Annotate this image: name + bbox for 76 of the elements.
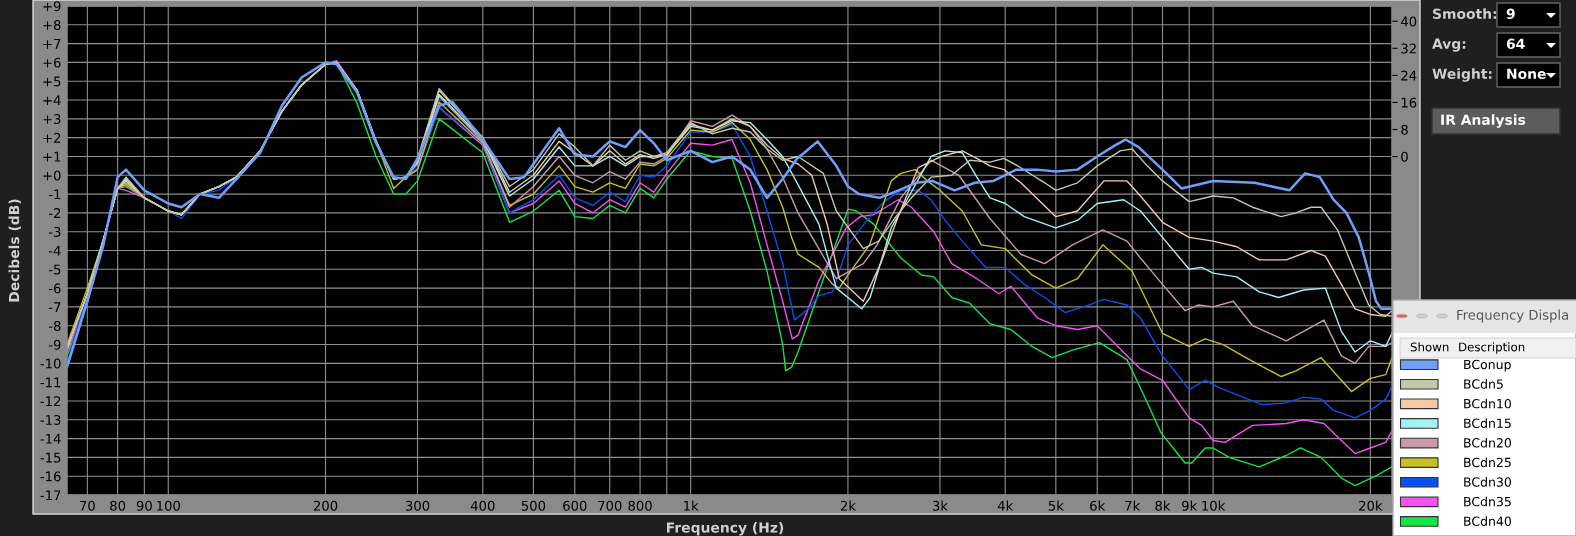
y-tick-label: -6 <box>48 283 61 294</box>
x-tick-label: 70 <box>80 500 95 511</box>
legend-label: BCdn25 <box>1464 457 1511 468</box>
x-tick-label: 600 <box>563 500 587 511</box>
x-tick-label: 2k <box>840 500 856 511</box>
text: 9 <box>1506 8 1515 20</box>
x-tick-label: 8k <box>1155 500 1171 511</box>
y-tick-label: -15 <box>40 452 61 463</box>
y-tick-label: -11 <box>40 377 61 388</box>
text: Smooth: <box>1433 8 1497 20</box>
x-tick-label: 7k <box>1125 500 1141 511</box>
y-tick-label: -13 <box>40 414 61 425</box>
y-tick-label: +9 <box>43 1 61 12</box>
text: Avg: <box>1432 38 1466 52</box>
legend-label: BConup <box>1464 359 1511 372</box>
y-tick-label: +4 <box>43 95 61 106</box>
y2-tick-label: 0 <box>1401 151 1408 162</box>
x-tick-label: 1k <box>684 500 699 511</box>
y-tick-label: +0 <box>43 170 61 181</box>
x-tick-label: 400 <box>470 500 495 511</box>
y-tick-label: -1 <box>48 189 61 200</box>
text: IR Analysis <box>1441 114 1526 128</box>
y-tick-label: +8 <box>43 20 61 31</box>
y-tick-label: +6 <box>43 57 61 68</box>
y-tick-label: -2 <box>48 208 61 218</box>
y-tick-label: -8 <box>48 320 61 331</box>
y2-tick-label: 8 <box>1401 124 1408 135</box>
legend-label: BCdn40 <box>1464 516 1512 526</box>
y-tick-label: -9 <box>48 339 61 350</box>
y-tick-label: -4 <box>48 245 61 256</box>
text: Weight: <box>1432 68 1492 82</box>
y-axis-title: Decibels (dB) <box>8 199 21 302</box>
legend-title: Frequency Displa <box>1457 309 1568 323</box>
x-axis-title: Frequency (Hz) <box>667 522 784 536</box>
text: 64 <box>1506 38 1525 50</box>
x-tick-label: 800 <box>628 500 652 511</box>
y-tick-label: -5 <box>48 264 61 275</box>
text: None <box>1507 68 1546 80</box>
x-tick-label: 9k <box>1182 500 1198 511</box>
y-tick-label: +1 <box>43 151 61 162</box>
legend-label: BCdn30 <box>1464 477 1512 487</box>
legend-label: BCdn10 <box>1464 398 1512 409</box>
y-tick-label: +2 <box>43 132 61 143</box>
y-tick-label: -7 <box>48 302 61 312</box>
y-tick-label: -10 <box>40 358 61 369</box>
y-tick-label: -16 <box>40 471 61 482</box>
y2-tick-label: 32 <box>1401 43 1416 54</box>
x-tick-label: 500 <box>521 500 546 511</box>
x-tick-label: 10k <box>1202 500 1226 511</box>
legend-label: BCdn20 <box>1464 437 1512 448</box>
legend-label: BCdn5 <box>1464 379 1503 389</box>
x-tick-label: 4k <box>997 500 1014 511</box>
text: Description <box>1459 342 1525 354</box>
legend-label: BCdn15 <box>1464 418 1511 428</box>
x-tick-label: 100 <box>157 500 180 511</box>
x-tick-label: 5k <box>1048 500 1064 511</box>
y-tick-label: -3 <box>48 226 61 237</box>
x-tick-label: 200 <box>313 500 338 511</box>
y-tick-label: +7 <box>43 39 61 49</box>
y-tick-label: +5 <box>43 76 61 87</box>
x-tick-label: 300 <box>405 500 430 511</box>
x-tick-label: 80 <box>110 500 126 511</box>
text: Shown <box>1410 342 1449 352</box>
x-tick-label: 90 <box>136 500 152 511</box>
y-tick-label: -17 <box>40 490 61 501</box>
x-tick-label: 3k <box>932 500 948 511</box>
y-tick-label: +3 <box>43 114 61 125</box>
y-tick-label: -12 <box>40 396 61 406</box>
x-tick-label: 6k <box>1090 500 1106 511</box>
legend-label: BCdn35 <box>1464 496 1511 507</box>
y2-tick-label: 16 <box>1401 97 1417 108</box>
y2-tick-label: 40 <box>1400 16 1417 27</box>
x-tick-label: 20k <box>1359 500 1383 511</box>
y-tick-label: -14 <box>40 433 61 444</box>
x-tick-label: 700 <box>598 500 622 511</box>
y2-tick-label: 24 <box>1401 70 1417 81</box>
